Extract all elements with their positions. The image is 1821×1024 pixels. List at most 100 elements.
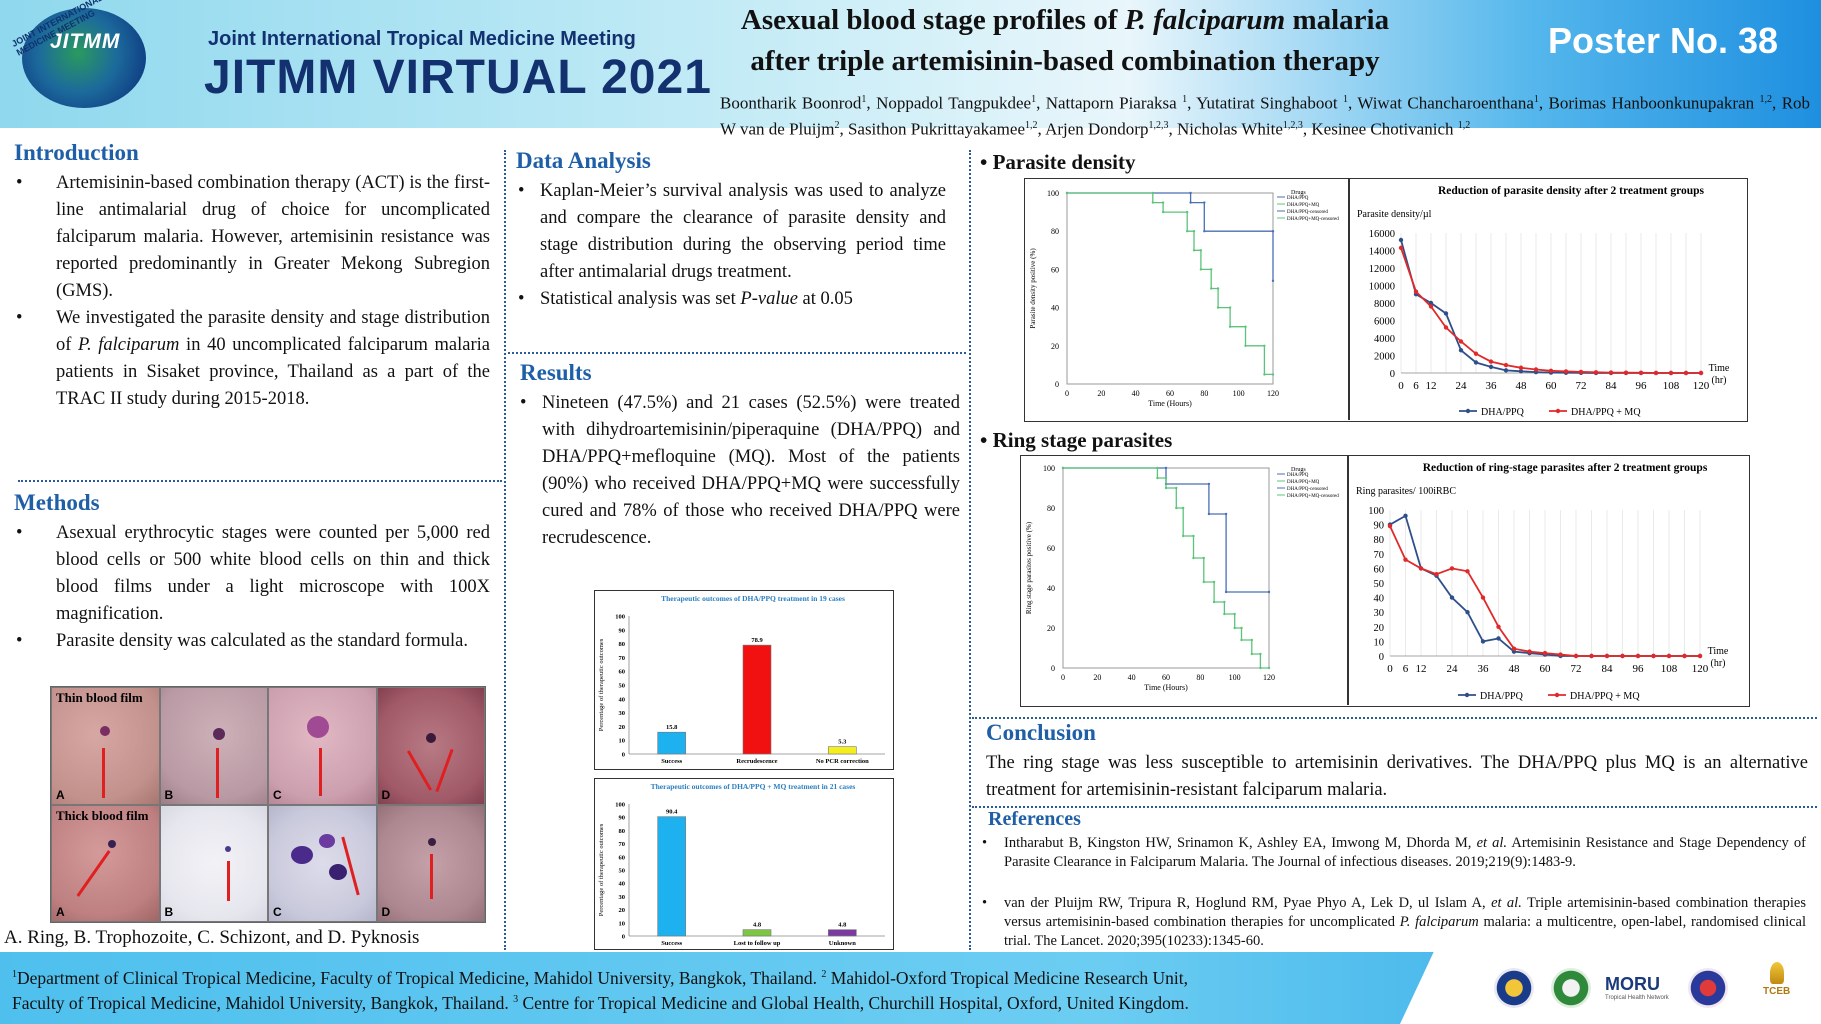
y-tick-label: 70	[619, 655, 626, 662]
bar-chart-dha-ppq: Therapeutic outcomes of DHA/PPQ treatmen…	[594, 590, 894, 770]
poster-number: Poster No. 38	[1548, 20, 1779, 61]
logo-text: JITMM	[50, 30, 121, 53]
analysis-bullet-2: Statistical analysis was set P-value at …	[516, 286, 946, 313]
data-point	[1518, 369, 1524, 374]
author-affiliation: 1,2,3	[1148, 119, 1169, 131]
micrograph-thin-d: D	[376, 687, 485, 805]
ref1-a: Intharabut B, Kingston HW, Srinamon K, A…	[1004, 835, 1477, 851]
panel-label-b2: B	[164, 905, 174, 919]
bar	[742, 929, 772, 937]
km-point	[1228, 306, 1232, 309]
data-point	[1604, 653, 1610, 659]
km-point	[1164, 466, 1168, 470]
data-point	[1480, 639, 1486, 644]
flame-icon	[1769, 962, 1784, 984]
panel-label-d2: D	[381, 905, 391, 919]
micrograph-thick-c: C	[268, 804, 377, 922]
micrograph-thick-d: D	[376, 804, 485, 922]
author-affiliation: 1	[1342, 94, 1348, 105]
km-point	[1192, 230, 1196, 233]
km-curve	[1063, 467, 1269, 669]
data-point	[1620, 653, 1625, 659]
km-point	[1199, 268, 1203, 271]
y-axis-label: Ring parasites/ 100iRBC	[1356, 486, 1456, 497]
author-name: Nattaporn Piaraksa	[1045, 93, 1183, 113]
data-point	[1527, 649, 1532, 654]
km-point	[1259, 666, 1262, 670]
thick-film-label: Thick blood film	[56, 807, 149, 823]
data-point	[1503, 362, 1509, 368]
x-tick-label: 80	[1196, 673, 1204, 682]
author-name: Kesinee Chotivanich	[1311, 119, 1458, 139]
km-point	[1175, 486, 1178, 490]
data-analysis-body: Kaplan-Meier’s survival analysis was use…	[516, 178, 946, 313]
x-tick-label: 96	[1636, 380, 1648, 392]
y-tick-label: 30	[619, 710, 626, 717]
km-point	[1223, 612, 1226, 616]
partner-seal-icon	[1688, 968, 1728, 1008]
data-point	[1488, 364, 1494, 370]
data-point	[1533, 367, 1539, 372]
pointer-arrow	[76, 849, 111, 897]
km-curve	[1067, 192, 1274, 281]
x-axis-label: Time	[1708, 646, 1729, 657]
y-tick-label: 100	[615, 802, 625, 809]
ref2-e: malaria: a multicentre, open-label, rand…	[1004, 914, 1807, 949]
y-tick-label: 0	[1379, 652, 1384, 663]
moru-text: MORU	[1605, 974, 1660, 994]
x-tick-label: 20	[1093, 673, 1101, 682]
y-tick-label: 80	[619, 641, 626, 648]
data-point	[1428, 300, 1434, 306]
conclusion-heading: Conclusion	[986, 720, 1096, 745]
data-point	[1518, 365, 1524, 370]
y-tick-label: 100	[1047, 189, 1059, 198]
plot-frame	[1062, 467, 1270, 669]
x-tick-label: 108	[1663, 380, 1680, 392]
section-divider-results	[972, 717, 1817, 719]
data-point	[1682, 653, 1687, 659]
legend-marker	[1465, 408, 1471, 414]
data-point	[1465, 569, 1470, 574]
data-point	[1496, 624, 1501, 629]
ref2-a: van der Pluijm RW, Tripura R, Hoglund RM…	[1004, 895, 1492, 911]
affiliation-sup-2: 2	[821, 969, 827, 980]
author-name: Yutatirat Singhaboot	[1196, 93, 1343, 113]
km-point	[1271, 279, 1275, 283]
y-tick-label: 60	[619, 854, 626, 861]
footer-logo-area	[1400, 952, 1821, 1024]
parasite-dot	[329, 863, 347, 880]
header-banner	[0, 0, 1821, 128]
legend-label: DHA/PPQ	[1480, 691, 1524, 702]
km-point	[1267, 590, 1271, 594]
intro-bullet-2-c: in 40 uncomplicated falciparum malaria p…	[56, 335, 490, 409]
data-point	[1638, 370, 1644, 376]
author-name: Rob W van de Pluijm	[720, 93, 1811, 139]
km-curve	[1067, 192, 1273, 376]
y-tick-label: 60	[1374, 564, 1385, 575]
km-point	[1189, 191, 1192, 195]
parasite-dot	[427, 837, 436, 846]
data-point	[1458, 348, 1464, 353]
thin-film-label: Thin blood film	[56, 690, 143, 705]
y-tick-label: 90	[619, 815, 626, 822]
km-point	[1061, 466, 1065, 470]
km-point	[1207, 512, 1211, 516]
y-tick-label: 0	[1051, 664, 1055, 673]
author-name: Sasithon Pukrittayakamee	[847, 119, 1025, 139]
methods-bullet-2: Parasite density was calculated as the s…	[14, 628, 490, 655]
data-point	[1480, 595, 1486, 600]
y-tick-label: 50	[1374, 579, 1385, 590]
data-point	[1418, 566, 1424, 571]
data-point	[1651, 653, 1656, 659]
affiliation-sup-3: 3	[513, 993, 519, 1005]
pointer-arrow	[215, 748, 219, 798]
x-axis-label: Time (Hours)	[1148, 399, 1192, 408]
analysis-bullet-2-c: at 0.05	[797, 289, 853, 309]
y-tick-label: 40	[619, 696, 626, 703]
moru-logo: MORU Tropical Health Network	[1605, 974, 1669, 1001]
data-point	[1465, 610, 1470, 615]
pd-km-svg: 0 20 40 60 80 100 0 20 40 60 80 100 120 Time (Hours) P…	[1029, 189, 1339, 408]
km-point	[1263, 344, 1266, 347]
figure-divider	[1347, 456, 1349, 705]
tceb-text: TCEB	[1763, 986, 1791, 997]
